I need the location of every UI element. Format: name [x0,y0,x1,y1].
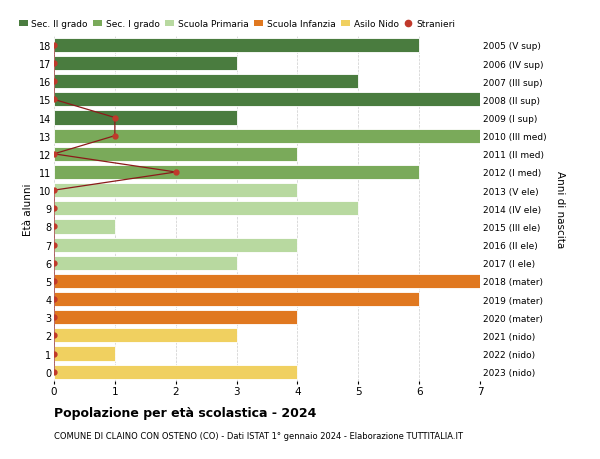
Bar [54,39,419,53]
Bar [54,220,115,234]
Bar [54,75,358,89]
Y-axis label: Anni di nascita: Anni di nascita [555,170,565,247]
Bar [54,147,298,162]
Text: COMUNE DI CLAINO CON OSTENO (CO) - Dati ISTAT 1° gennaio 2024 - Elaborazione TUT: COMUNE DI CLAINO CON OSTENO (CO) - Dati … [54,431,463,441]
Bar [54,238,298,252]
Bar [54,310,298,325]
Bar [54,274,480,288]
Bar [54,166,419,179]
Bar [54,292,419,307]
Bar [54,111,236,125]
Bar [54,129,480,143]
Bar [54,329,236,343]
Bar [54,347,115,361]
Bar [54,365,298,379]
Y-axis label: Età alunni: Età alunni [23,183,33,235]
Bar [54,184,298,198]
Bar [54,57,236,71]
Bar [54,256,236,270]
Legend: Sec. II grado, Sec. I grado, Scuola Primaria, Scuola Infanzia, Asilo Nido, Stran: Sec. II grado, Sec. I grado, Scuola Prim… [19,20,455,29]
Bar [54,202,358,216]
Text: Popolazione per età scolastica - 2024: Popolazione per età scolastica - 2024 [54,406,316,419]
Bar [54,93,480,107]
